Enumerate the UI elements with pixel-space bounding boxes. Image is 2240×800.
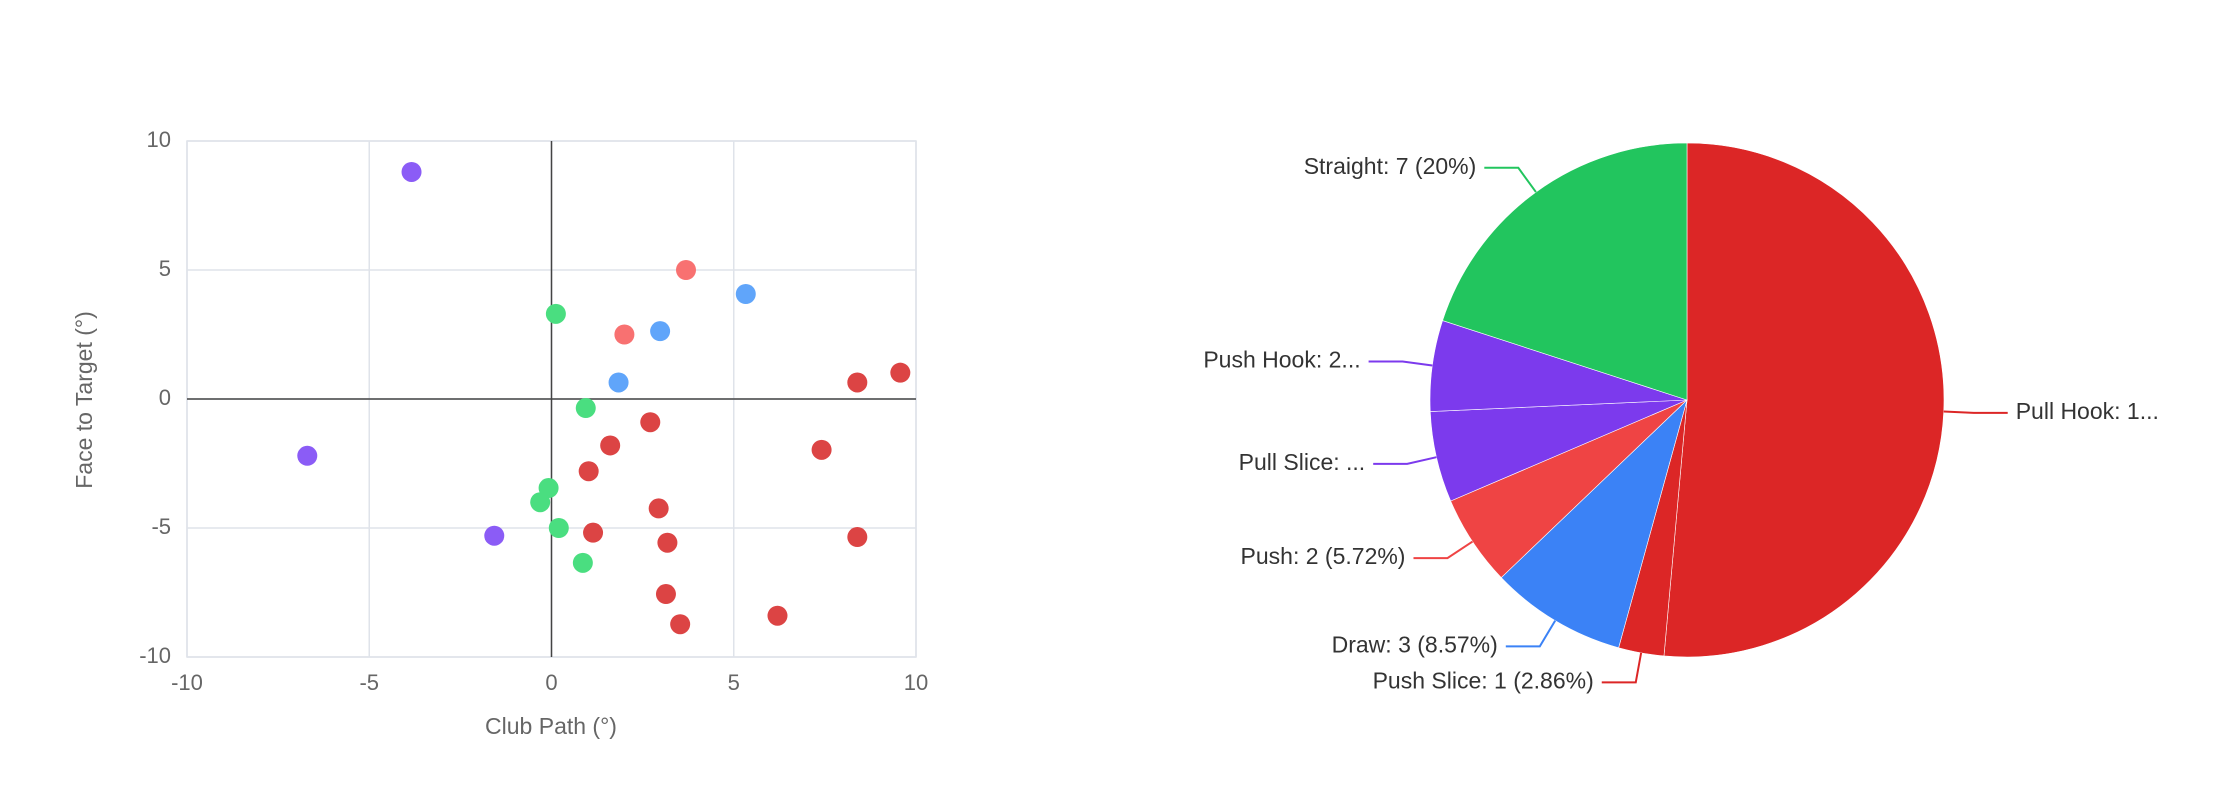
point [600,435,621,456]
point [297,445,318,466]
point [583,522,604,543]
label-connector [1368,360,1433,367]
slice-label: Pull Slice: ... [1239,449,1366,475]
x-tick-label: -10 [171,670,203,695]
point [484,525,505,546]
pie-slice [1442,142,1688,401]
slice-label: Draw: 3 (8.57%) [1332,631,1498,657]
label-connector [1943,410,2008,414]
y-tick-label: 10 [147,127,171,152]
y-axis-title: Face to Target (°) [71,311,97,489]
point [401,161,422,182]
x-axis-title: Club Path (°) [485,713,617,739]
point [548,518,569,538]
x-tick-label: -5 [359,670,379,695]
point [614,324,635,345]
slice-label: Push Slice: 1 (2.86%) [1373,667,1594,693]
point [655,584,676,605]
point [767,605,788,626]
point [572,552,593,573]
x-tick-label: 0 [545,670,557,695]
y-tick-label: 5 [159,256,171,281]
point [890,362,911,383]
slice-label: Pull Hook: 1... [2016,398,2159,424]
point [640,412,661,433]
point [670,614,691,635]
label-connector [1601,652,1643,684]
label-connector [1413,540,1474,560]
point [530,492,551,513]
slice-label: Straight: 7 (20%) [1304,153,1477,179]
y-tick-label: 0 [159,385,171,410]
point [545,303,566,324]
point [847,527,868,548]
label-connector [1373,456,1437,465]
point [847,372,868,393]
x-tick-label: 10 [904,670,928,695]
point [575,398,596,419]
point [608,372,629,393]
slice-label: Push Hook: 2... [1203,347,1360,373]
y-tick-label: -10 [139,643,171,668]
point [657,532,678,553]
pie-slice [1500,399,1688,649]
slice-label: Push: 2 (5.72%) [1241,543,1406,569]
point [578,461,599,482]
x-tick-label: 5 [728,670,740,695]
point [648,498,669,519]
point [811,439,832,460]
pie-slice [1663,142,1945,658]
y-tick-label: -5 [151,514,171,539]
point [676,260,697,280]
label-connector [1484,166,1537,193]
point [650,321,671,342]
label-connector [1505,620,1557,648]
point [735,283,756,304]
